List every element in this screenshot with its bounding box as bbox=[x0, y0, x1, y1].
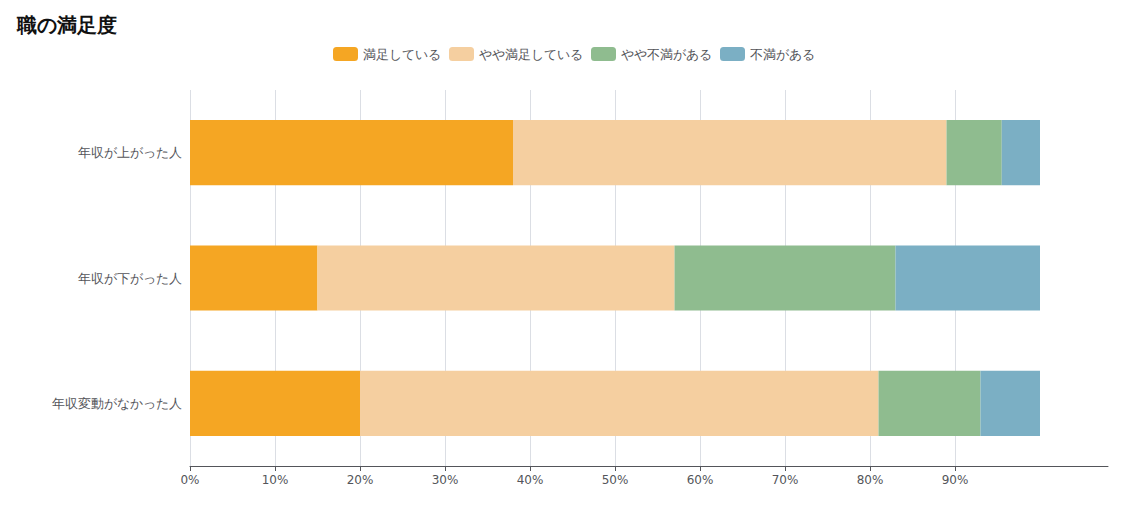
svg-text:20%: 20% bbox=[347, 473, 374, 487]
svg-text:90%: 90% bbox=[942, 473, 969, 487]
svg-text:60%: 60% bbox=[687, 473, 714, 487]
svg-text:0%: 0% bbox=[180, 473, 199, 487]
svg-text:年収変動がなかった人: 年収変動がなかった人 bbox=[52, 396, 182, 411]
svg-text:やや不満がある: やや不満がある bbox=[621, 47, 712, 62]
svg-text:職の満足度: 職の満足度 bbox=[16, 13, 117, 37]
svg-text:やや満足している: やや満足している bbox=[479, 47, 583, 62]
svg-text:50%: 50% bbox=[602, 473, 629, 487]
svg-text:満足している: 満足している bbox=[363, 47, 441, 62]
svg-text:年収が下がった人: 年収が下がった人 bbox=[78, 271, 182, 286]
svg-text:70%: 70% bbox=[772, 473, 799, 487]
svg-text:年収が上がった人: 年収が上がった人 bbox=[78, 145, 182, 160]
svg-text:40%: 40% bbox=[517, 473, 544, 487]
svg-text:80%: 80% bbox=[857, 473, 884, 487]
svg-text:30%: 30% bbox=[432, 473, 459, 487]
svg-text:不満がある: 不満がある bbox=[750, 47, 815, 62]
svg-text:10%: 10% bbox=[262, 473, 289, 487]
